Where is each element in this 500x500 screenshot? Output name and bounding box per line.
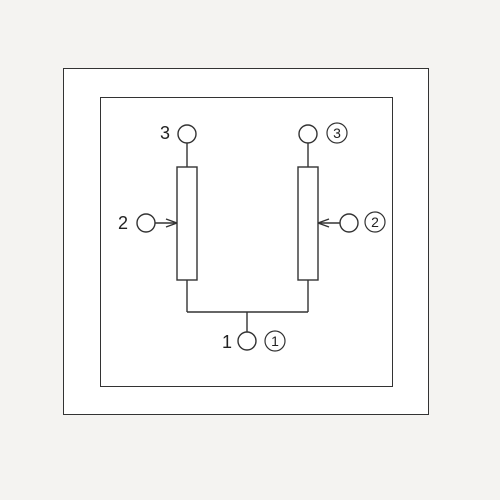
label-pin-3: 3	[160, 124, 170, 142]
schematic-svg	[0, 0, 500, 500]
circled-label-2: 2	[364, 211, 386, 236]
svg-text:1: 1	[271, 333, 279, 349]
label-pin-2: 2	[118, 214, 128, 232]
svg-text:2: 2	[371, 214, 379, 230]
circled-label-1: 1	[264, 330, 286, 355]
label-pin-1: 1	[222, 333, 232, 351]
svg-text:3: 3	[333, 125, 341, 141]
circled-label-3: 3	[326, 122, 348, 147]
